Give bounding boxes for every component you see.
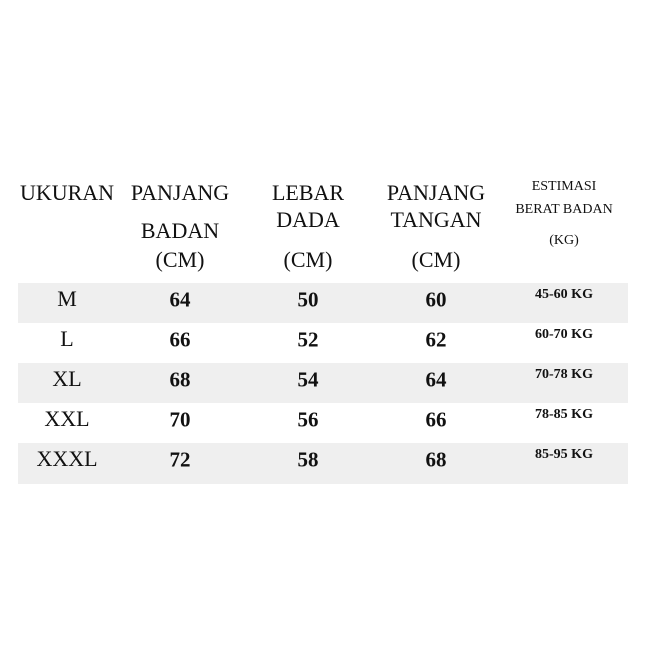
cell-dada: 54 — [297, 367, 319, 392]
cell-badan: 64 — [169, 287, 191, 312]
header-ukuran: UKURAN — [19, 180, 115, 205]
cell-tangan: 68 — [425, 447, 447, 472]
cell-badan: 68 — [169, 367, 191, 392]
cell-dada: 58 — [297, 447, 319, 472]
cell-size: XXL — [44, 406, 90, 431]
header-panjang-tangan-1: PANJANG — [386, 180, 486, 205]
cell-dada: 50 — [297, 287, 319, 312]
header-panjang-tangan-2: TANGAN — [390, 207, 482, 232]
table-row: XL 68 54 64 70-78 KG — [18, 363, 628, 403]
cell-dada: 56 — [297, 407, 319, 432]
header-estimasi-1: ESTIMASI — [531, 179, 597, 194]
cell-berat: 70-78 KG — [535, 367, 593, 382]
cell-size: M — [57, 286, 77, 311]
header-lebar-dada-2: DADA — [276, 207, 340, 232]
header-panjang-badan-3: (CM) — [155, 247, 205, 272]
table-row: XXL 70 56 66 78-85 KG — [18, 403, 628, 443]
header-lebar-dada-3: (CM) — [283, 247, 333, 272]
table-row: L 66 52 62 60-70 KG — [18, 323, 628, 363]
cell-berat: 85-95 KG — [535, 447, 593, 462]
cell-badan: 66 — [169, 327, 191, 352]
cell-size: XL — [52, 366, 82, 391]
header-panjang-tangan-3: (CM) — [411, 247, 461, 272]
header-panjang-badan-2: BADAN — [140, 218, 220, 243]
cell-tangan: 60 — [425, 287, 447, 312]
cell-badan: 72 — [169, 447, 191, 472]
header-estimasi-3: (KG) — [549, 233, 579, 248]
cell-berat: 60-70 KG — [535, 327, 593, 342]
cell-badan: 70 — [169, 407, 191, 432]
cell-tangan: 66 — [425, 407, 447, 432]
header-lebar-dada-1: LEBAR — [271, 180, 345, 205]
cell-size: XXXL — [36, 446, 98, 471]
cell-berat: 45-60 KG — [535, 287, 593, 302]
cell-size: L — [60, 326, 74, 351]
cell-tangan: 64 — [425, 367, 447, 392]
table-row: XXXL 72 58 68 85-95 KG — [18, 443, 628, 484]
cell-berat: 78-85 KG — [535, 407, 593, 422]
header-estimasi-2: BERAT BADAN — [515, 202, 613, 217]
cell-tangan: 62 — [425, 327, 447, 352]
header-panjang-badan-1: PANJANG — [130, 180, 230, 205]
table-row: M 64 50 60 45-60 KG — [18, 283, 628, 323]
cell-dada: 52 — [297, 327, 319, 352]
